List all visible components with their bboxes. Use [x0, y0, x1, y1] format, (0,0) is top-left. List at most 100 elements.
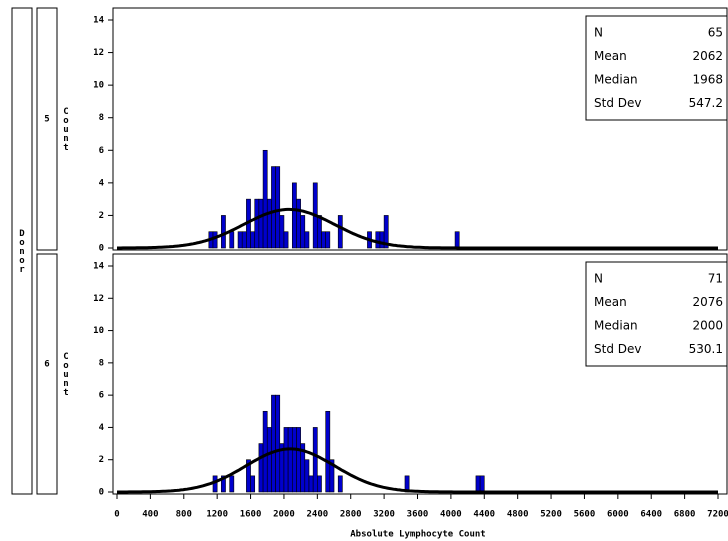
stat-label: Mean: [594, 49, 627, 63]
stats-box: [585, 15, 728, 121]
panel-label-box: [36, 7, 58, 251]
stat-label: Std Dev: [594, 96, 641, 110]
x-tick-label: 3200: [373, 510, 395, 520]
stat-value: 2000: [692, 319, 723, 333]
bar: [321, 231, 326, 249]
x-tick-label: 2800: [340, 510, 362, 520]
y-tick-label: 10: [93, 81, 104, 91]
x-tick-label: 400: [142, 510, 158, 520]
bar: [375, 231, 381, 249]
bar: [266, 427, 272, 493]
bar: [229, 231, 235, 249]
x-tick-label: 4000: [440, 510, 462, 520]
stat-label: Mean: [594, 295, 627, 309]
bar: [241, 231, 247, 249]
y-tick-label: 8: [99, 113, 104, 123]
x-tick-label: 5200: [540, 510, 562, 520]
stats-box: [585, 261, 728, 367]
y-tick-label: 6: [99, 391, 104, 401]
bar: [279, 215, 285, 249]
bar: [337, 215, 343, 249]
x-tick-label: 6000: [607, 510, 629, 520]
x-tick-label: 2000: [273, 510, 295, 520]
bar: [317, 475, 322, 493]
x-axis-label: Absolute Lymphocyte Count: [350, 530, 485, 540]
bar: [300, 215, 306, 249]
bar: [275, 394, 281, 493]
bar: [275, 166, 281, 249]
stat-value: 547.2: [689, 96, 723, 110]
plot-frame: [112, 253, 728, 495]
bar: [271, 394, 276, 493]
y-tick-label: 4: [99, 178, 105, 188]
bar: [296, 427, 301, 493]
bar: [250, 231, 256, 249]
bar: [291, 427, 297, 493]
bar: [266, 198, 272, 249]
stat-label: N: [594, 26, 603, 40]
y-tick-label: 12: [93, 48, 104, 58]
y-tick-label: 10: [93, 326, 104, 336]
stat-label: Std Dev: [594, 342, 641, 356]
bar: [291, 182, 297, 249]
x-tick-label: 6800: [674, 510, 696, 520]
stat-value: 2062: [692, 49, 723, 63]
bar: [271, 166, 276, 249]
bar: [379, 231, 385, 249]
y-tick-label: 6: [99, 146, 104, 156]
bar: [212, 231, 218, 249]
bar: [262, 410, 268, 493]
panel-label: 6: [44, 360, 49, 370]
stat-value: 530.1: [689, 342, 723, 356]
bar: [317, 215, 322, 249]
x-tick-label: 3600: [407, 510, 429, 520]
x-tick-label: 1200: [206, 510, 228, 520]
bar: [325, 231, 331, 249]
panel-label-box: [36, 253, 58, 495]
stat-label: Median: [594, 319, 638, 333]
bar: [287, 427, 293, 493]
bar: [337, 475, 343, 493]
y-tick-label: 8: [99, 358, 104, 368]
row-header-box: [11, 7, 33, 495]
y-tick-label: 0: [99, 244, 104, 254]
bar: [454, 231, 460, 249]
x-tick-label: 4800: [507, 510, 529, 520]
x-tick-label: 0: [114, 510, 119, 520]
bar: [262, 149, 268, 249]
bar: [479, 475, 485, 493]
stat-value: 2076: [692, 295, 723, 309]
y-tick-label: 14: [93, 262, 104, 272]
stat-value: 65: [708, 26, 723, 40]
x-tick-label: 5600: [574, 510, 596, 520]
bar: [250, 475, 256, 493]
y-tick-label: 4: [99, 423, 105, 433]
bar: [229, 475, 235, 493]
stat-value: 71: [708, 272, 723, 286]
stat-label: N: [594, 272, 603, 286]
panel-label: 5: [44, 115, 49, 125]
bar: [283, 231, 289, 249]
normal-curve: [117, 447, 718, 494]
y-tick-label: 0: [99, 488, 104, 498]
x-tick-label: 1600: [240, 510, 262, 520]
x-tick-label: 4400: [473, 510, 495, 520]
bar: [304, 231, 310, 249]
x-tick-label: 2400: [306, 510, 328, 520]
bar: [329, 459, 335, 493]
bar: [254, 198, 260, 249]
bar: [383, 215, 389, 249]
x-tick-label: 800: [176, 510, 192, 520]
y-tick-label: 14: [93, 16, 104, 26]
y-tick-label: 2: [99, 455, 104, 465]
y-tick-label: 2: [99, 211, 104, 221]
x-tick-label: 7200: [707, 510, 728, 520]
y-tick-label: 12: [93, 294, 104, 304]
plot-frame: [112, 7, 728, 251]
bar: [221, 215, 226, 249]
bar: [258, 198, 264, 249]
bar: [237, 231, 243, 249]
